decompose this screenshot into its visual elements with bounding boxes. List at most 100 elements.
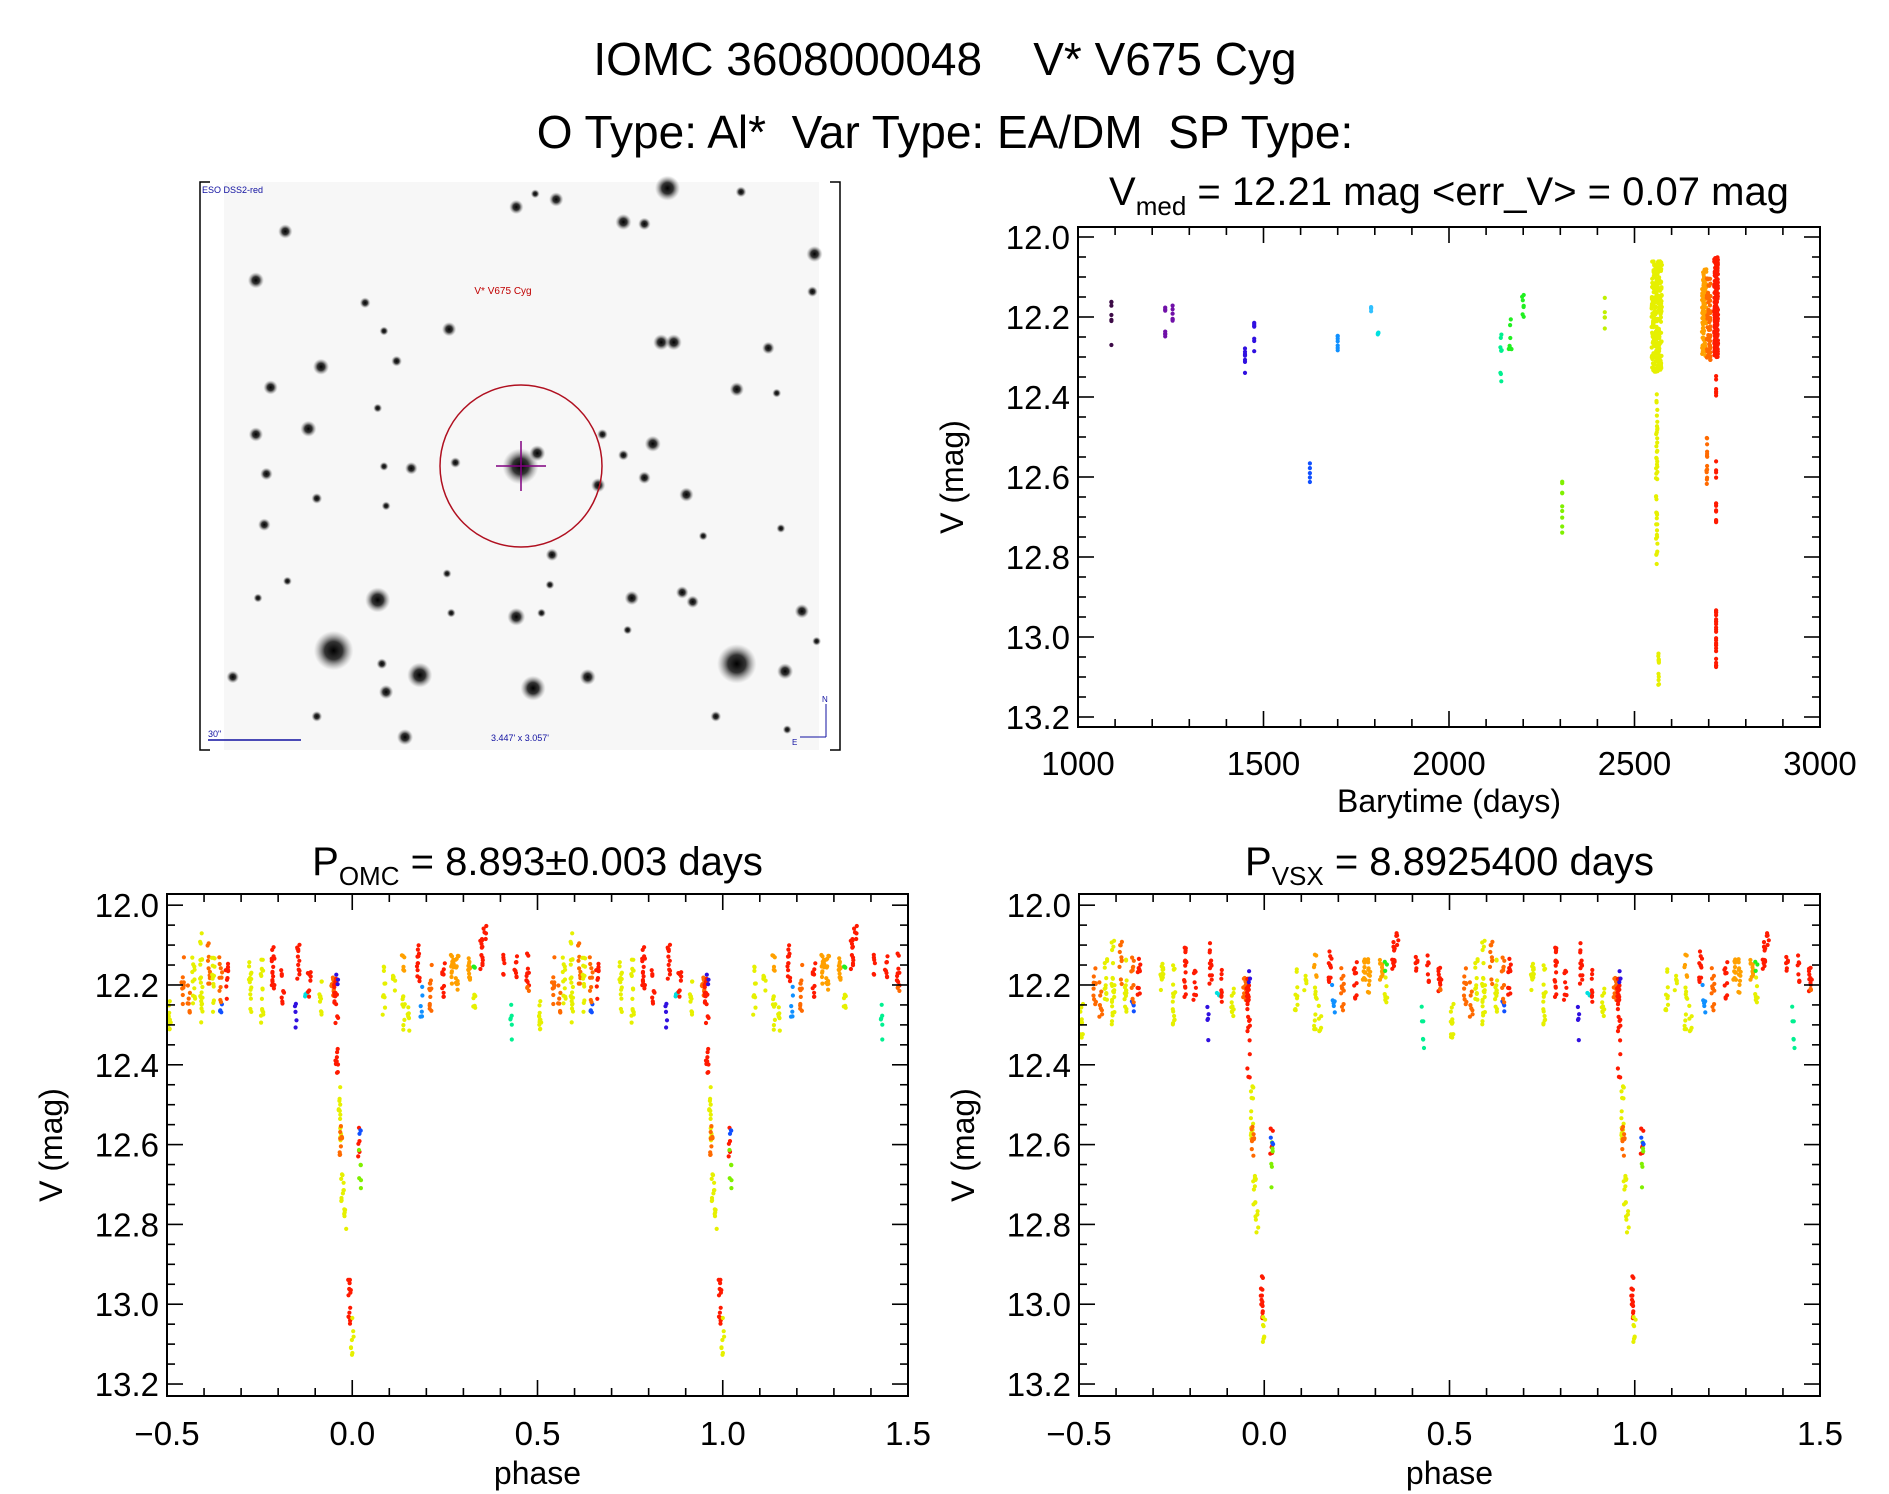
star xyxy=(653,334,670,351)
data-point xyxy=(1131,1009,1136,1014)
data-point xyxy=(1600,993,1605,998)
data-point xyxy=(1244,994,1249,999)
data-point xyxy=(1654,462,1660,467)
star xyxy=(373,403,383,413)
data-point xyxy=(419,1009,424,1014)
data-point xyxy=(514,954,520,959)
data-point xyxy=(1461,993,1467,998)
data-point xyxy=(1499,332,1504,337)
data-point xyxy=(179,980,184,985)
star xyxy=(379,461,389,471)
data-point xyxy=(1714,649,1719,654)
data-point xyxy=(1602,295,1607,300)
data-point xyxy=(709,1144,714,1149)
data-point xyxy=(772,1017,778,1023)
data-point xyxy=(690,979,695,984)
data-point xyxy=(1723,966,1728,971)
data-point xyxy=(594,984,599,989)
y-tick-label: 12.4 xyxy=(1006,379,1070,416)
data-point xyxy=(1170,317,1175,322)
data-point xyxy=(884,970,889,976)
data-point xyxy=(1506,970,1511,975)
data-point xyxy=(1229,1000,1234,1005)
data-point xyxy=(1649,301,1655,307)
y-tick-label: 12.8 xyxy=(1006,539,1070,576)
phase-plot-vsx: PVSX = 8.8925400 days −0.5 0.0 0.5 1.0 1.5 12.… xyxy=(945,840,1843,1491)
data-point xyxy=(595,977,600,982)
data-point xyxy=(357,1176,362,1181)
data-point xyxy=(1765,933,1770,938)
data-point xyxy=(335,982,340,987)
data-point xyxy=(1701,320,1706,325)
data-point xyxy=(1252,349,1257,354)
data-point xyxy=(1656,352,1662,357)
x-tick-label: 1.0 xyxy=(1612,1415,1658,1452)
data-point xyxy=(589,966,594,971)
data-point xyxy=(850,944,856,949)
data-point xyxy=(218,985,223,990)
data-point xyxy=(1260,1287,1265,1292)
data-point xyxy=(708,1108,713,1113)
x-tick-label: 1.0 xyxy=(700,1415,746,1452)
data-point xyxy=(588,961,593,967)
data-point xyxy=(561,993,566,998)
data-point xyxy=(1705,349,1711,354)
data-point xyxy=(1707,320,1712,325)
data-point xyxy=(852,926,857,931)
data-point xyxy=(786,961,791,966)
data-point xyxy=(854,936,859,942)
data-point xyxy=(441,990,446,995)
y-tick-label: 12.8 xyxy=(95,1206,159,1243)
data-point xyxy=(1705,442,1710,447)
data-point xyxy=(1683,985,1688,990)
data-point xyxy=(1219,999,1224,1004)
data-point xyxy=(180,1001,185,1007)
data-point xyxy=(1712,349,1718,354)
data-point xyxy=(589,1000,594,1005)
data-point xyxy=(1463,966,1468,971)
data-point xyxy=(1414,968,1419,973)
data-point xyxy=(358,1128,363,1133)
data-point xyxy=(1705,463,1710,469)
y-axis-label: V (mag) xyxy=(33,1088,69,1202)
data-point xyxy=(703,990,709,995)
data-point xyxy=(341,1180,346,1185)
y-tick-label: 12.0 xyxy=(1007,887,1071,924)
data-point xyxy=(1659,301,1664,306)
data-point xyxy=(1714,610,1719,615)
data-point xyxy=(708,1136,713,1141)
data-point xyxy=(1111,944,1116,949)
data-point xyxy=(1097,980,1102,985)
data-point xyxy=(1339,984,1344,989)
data-point xyxy=(1791,1037,1796,1042)
data-point xyxy=(1110,1004,1115,1009)
data-point xyxy=(1663,992,1669,997)
data-point xyxy=(1303,973,1308,978)
data-point xyxy=(1665,996,1670,1001)
data-point xyxy=(1482,938,1487,943)
data-point xyxy=(1352,971,1357,976)
data-point xyxy=(1649,345,1654,350)
y-tick-label: 12.6 xyxy=(1006,459,1070,496)
data-point xyxy=(1683,1018,1688,1023)
star xyxy=(313,630,354,671)
data-point xyxy=(270,978,275,983)
data-point xyxy=(187,1008,192,1014)
data-point xyxy=(205,958,211,963)
data-point xyxy=(1135,985,1140,991)
data-point xyxy=(1316,1016,1321,1021)
data-point xyxy=(1602,315,1607,320)
data-point xyxy=(295,954,300,959)
data-point xyxy=(1552,978,1557,983)
data-point xyxy=(318,994,323,999)
star xyxy=(405,462,418,475)
data-point xyxy=(1380,971,1385,976)
data-point xyxy=(1253,1176,1258,1182)
star xyxy=(376,658,388,670)
data-point xyxy=(1654,449,1659,454)
data-point xyxy=(1245,1066,1250,1071)
data-point xyxy=(772,955,777,960)
data-point xyxy=(1704,435,1709,441)
data-point xyxy=(1490,939,1495,945)
data-point xyxy=(537,1010,542,1015)
